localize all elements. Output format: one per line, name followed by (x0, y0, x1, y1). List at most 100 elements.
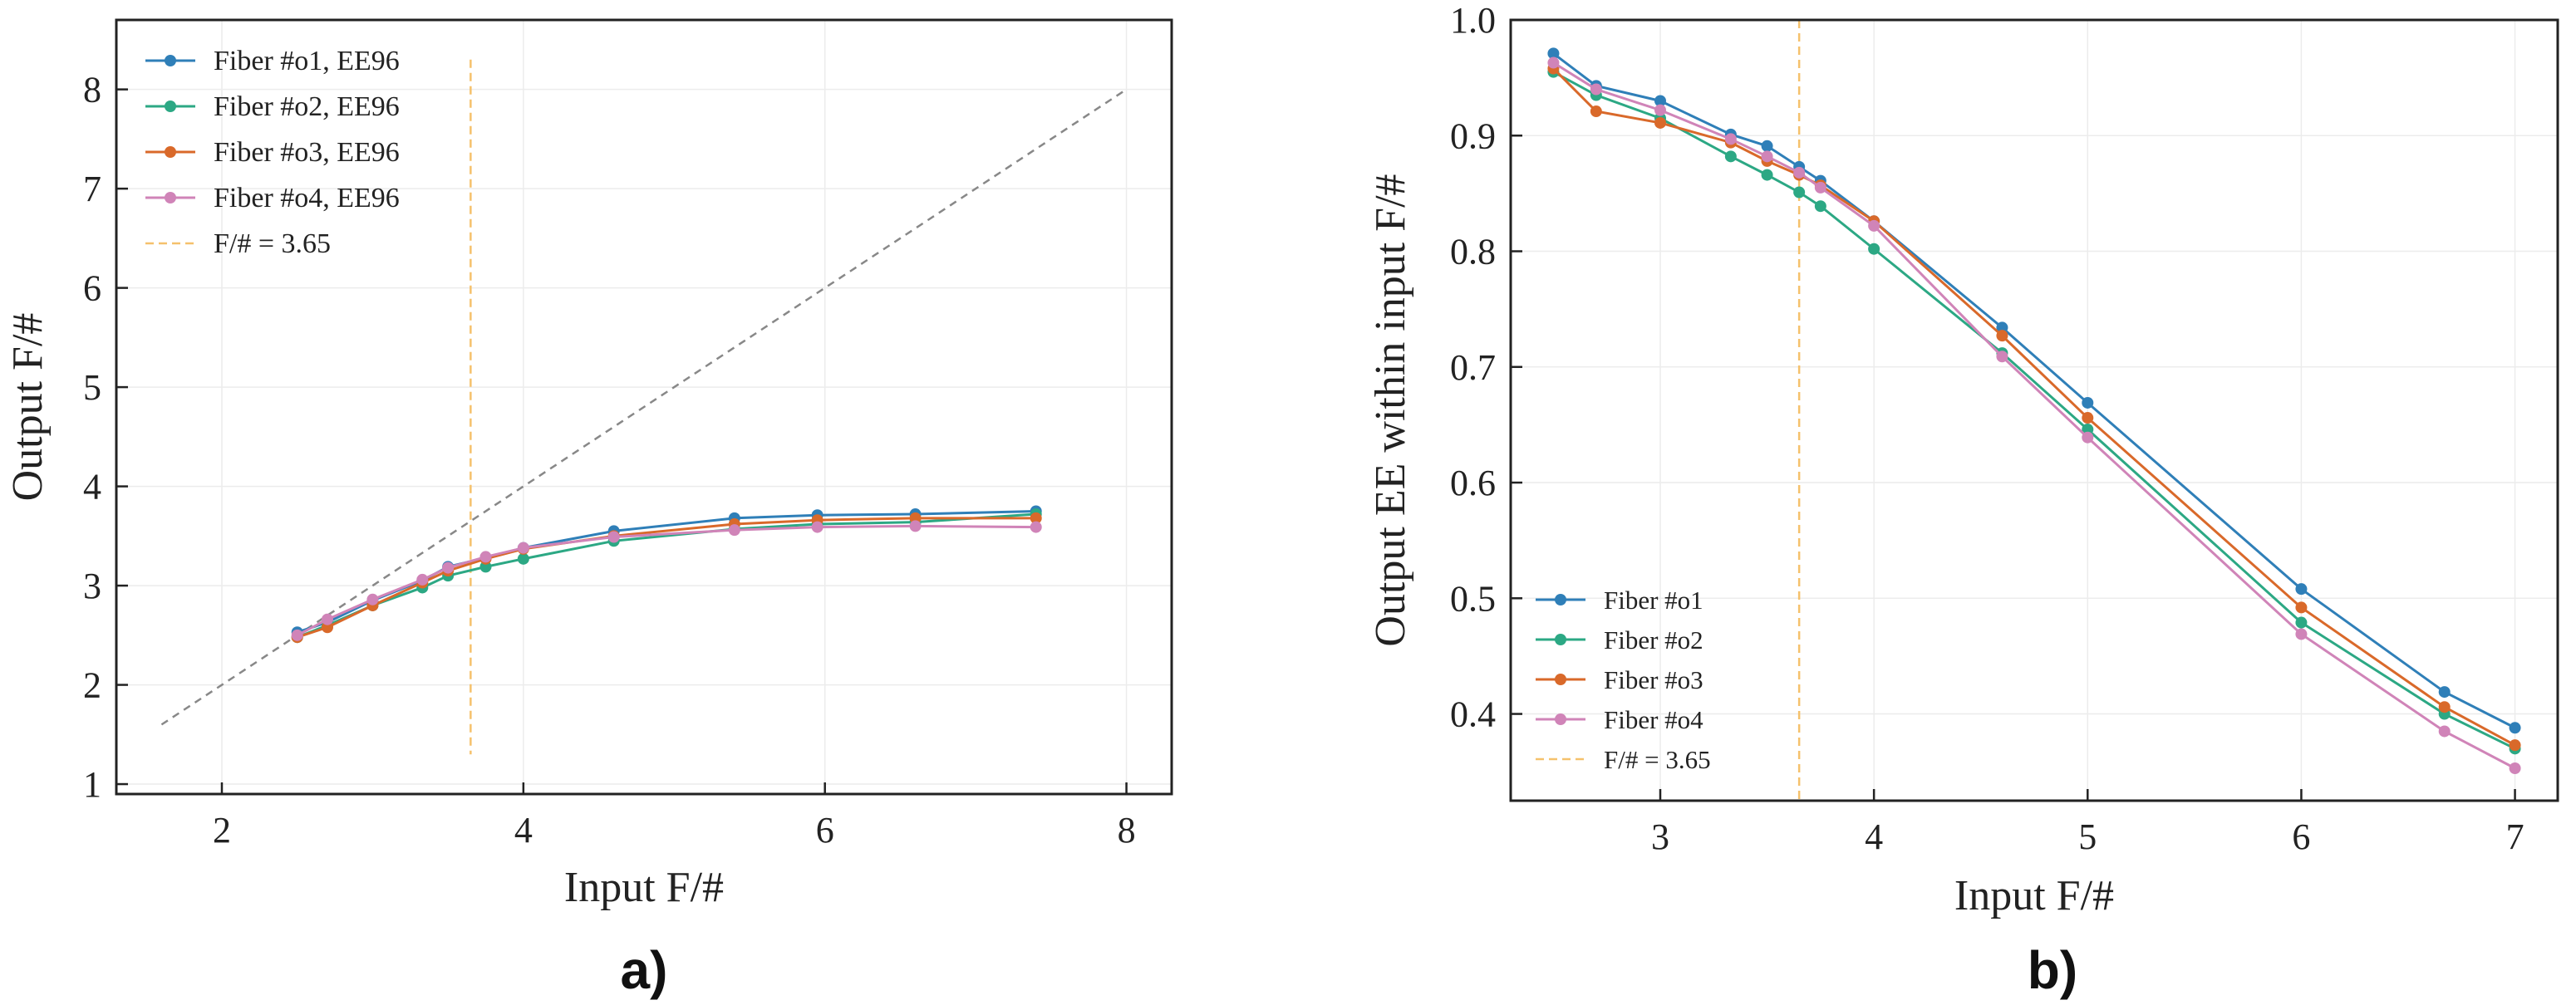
data-point (1868, 219, 1880, 232)
data-point (1547, 56, 1560, 69)
data-point (1814, 181, 1826, 194)
data-point (1547, 47, 1560, 60)
y-tick-label: 0.4 (1450, 694, 1496, 735)
legend-label: Fiber #o3, EE96 (214, 137, 400, 168)
x-tick-label: 6 (2292, 816, 2310, 857)
legend-label: F/# = 3.65 (214, 228, 331, 259)
x-tick-label: 8 (1118, 810, 1136, 851)
panel-b-series (1547, 47, 2521, 775)
series-4 (1547, 56, 2521, 775)
data-point (728, 524, 740, 537)
y-tick-label: 8 (83, 70, 101, 110)
legend-marker (165, 146, 176, 158)
data-point (1724, 133, 1737, 145)
legend-label: Fiber #o3 (1604, 665, 1703, 694)
series-line (297, 524, 1036, 637)
y-tick-label: 0.7 (1450, 347, 1496, 388)
data-point (1814, 200, 1826, 213)
data-point (1654, 104, 1666, 116)
data-point (1030, 521, 1042, 533)
data-point (2438, 725, 2451, 738)
legend-label: Fiber #o1 (1604, 586, 1703, 615)
data-point (1030, 512, 1042, 524)
panel-a-chart: 2 4 6 8 1 2 3 4 5 6 7 8 Input F/# Output F/# Fiber … (4, 18, 1173, 1000)
x-tick-label: 6 (816, 810, 834, 851)
series-line (297, 517, 1036, 639)
data-point (1793, 186, 1806, 199)
data-point (2082, 423, 2094, 435)
data-point (366, 593, 379, 605)
panel-a-ylabel: Output F/# (4, 313, 52, 502)
legend-marker (1555, 674, 1566, 685)
series-line (297, 509, 1036, 634)
data-point (2438, 701, 2451, 713)
data-point (2295, 616, 2308, 629)
legend-label: Fiber #o1, EE96 (214, 46, 400, 76)
panel-b-ylabel: Output EE within input F/# (1367, 174, 1414, 646)
data-point (1761, 140, 1773, 152)
panel-a-legend: Fiber #o1, EE96 Fiber #o2, EE96 Fiber #o3,… (145, 46, 400, 259)
y-tick-label: 4 (83, 467, 101, 507)
data-point (909, 520, 922, 532)
panel-a-ticks: 2 4 6 8 1 2 3 4 5 6 7 8 (83, 70, 1136, 851)
data-point (2509, 762, 2521, 775)
panel-b-frame (1509, 18, 2559, 802)
series-3 (291, 512, 1042, 644)
series-2 (291, 508, 1042, 644)
data-point (2295, 628, 2308, 640)
panel-a-frame (115, 18, 1173, 796)
panel-b-xlabel: Input F/# (1954, 872, 2114, 919)
legend-label: F/# = 3.65 (1604, 745, 1711, 774)
legend-marker (165, 192, 176, 203)
data-point (1761, 150, 1773, 163)
series-4 (291, 520, 1042, 641)
y-tick-label: 0.5 (1450, 578, 1496, 619)
data-point (442, 561, 455, 574)
data-point (291, 629, 303, 641)
panel-b-legend: Fiber #o1 Fiber #o2 Fiber #o3 Fiber #o4 F/# … (1536, 586, 1711, 774)
y-tick-label: 0.6 (1450, 463, 1496, 503)
data-point (517, 542, 529, 554)
panel-b-label: b) (2028, 940, 2077, 1000)
panel-a-label: a) (621, 940, 668, 1000)
series-line (1552, 61, 2516, 770)
data-point (416, 573, 429, 586)
data-point (607, 531, 620, 543)
legend-label: Fiber #o2 (1604, 625, 1703, 654)
data-point (1868, 243, 1880, 255)
data-point (1654, 95, 1666, 107)
panel-a-xlabel: Input F/# (564, 864, 724, 911)
x-tick-label: 4 (1865, 816, 1883, 857)
data-point (1654, 116, 1666, 129)
x-tick-label: 3 (1651, 816, 1669, 857)
panel-b-ticks: 3 4 5 6 7 0.4 0.5 0.6 0.7 0.8 0.9 1.0 (1450, 0, 2524, 857)
panel-a-series (291, 505, 1042, 644)
data-point (2082, 412, 2094, 424)
data-point (2509, 722, 2521, 734)
legend-marker (1555, 634, 1566, 645)
data-point (1793, 166, 1806, 179)
data-point (2438, 686, 2451, 699)
data-point (2295, 583, 2308, 596)
legend-marker (1555, 594, 1566, 605)
data-point (2295, 601, 2308, 614)
legend-marker (165, 55, 176, 66)
y-tick-label: 0.9 (1450, 115, 1496, 156)
panel-b-chart: 3 4 5 6 7 0.4 0.5 0.6 0.7 0.8 0.9 1.0 Input F/# Out… (1367, 0, 2559, 1000)
y-tick-label: 2 (83, 665, 101, 706)
data-point (1590, 105, 1602, 118)
legend-marker (165, 100, 176, 112)
y-tick-label: 1 (83, 764, 101, 805)
data-point (811, 521, 823, 533)
data-point (1996, 321, 2008, 334)
x-tick-label: 4 (514, 810, 533, 851)
y-tick-label: 6 (83, 268, 101, 309)
data-point (517, 552, 529, 565)
y-tick-label: 5 (83, 367, 101, 408)
legend-label: Fiber #o2, EE96 (214, 91, 400, 122)
data-point (2082, 431, 2094, 444)
panel-a-grid (116, 20, 1172, 794)
series-line (297, 512, 1036, 639)
legend-label: Fiber #o4 (1604, 705, 1703, 734)
